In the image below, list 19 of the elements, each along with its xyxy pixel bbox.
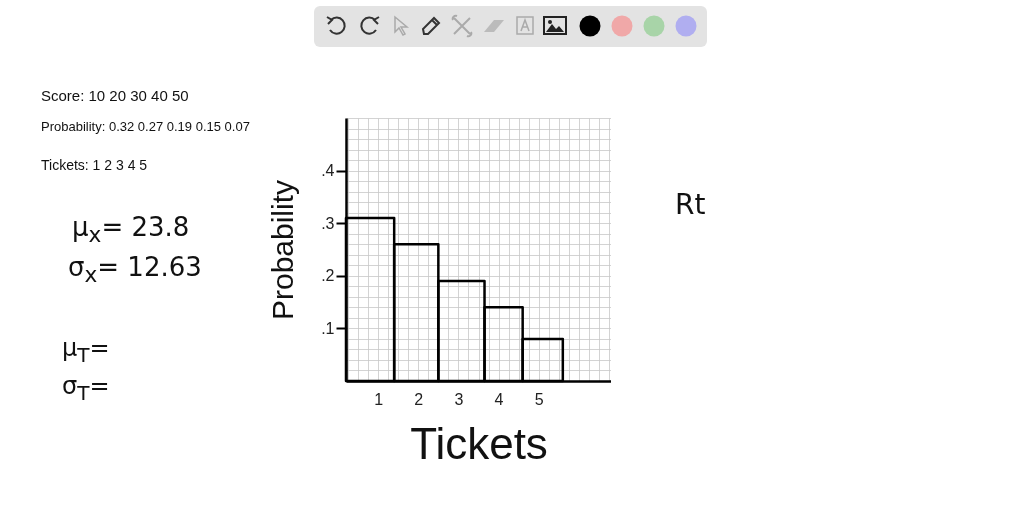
x-tick-label: 4 <box>494 390 504 408</box>
text: σ$_{x}$= 12.63 <box>68 252 202 288</box>
text: Rt <box>675 188 706 221</box>
text: μ$_{T}$= <box>62 334 110 367</box>
y-tick-label: .4 <box>321 162 335 180</box>
text: μ$_{x}$= 23.8 <box>72 212 190 248</box>
y-tick-label: .1 <box>321 319 335 337</box>
y-axis-title: Probability <box>266 179 300 321</box>
x-tick-label: 5 <box>534 390 544 408</box>
text: Tickets: 1 2 3 4 5 <box>41 157 148 173</box>
text: σ$_{T}$= <box>62 372 110 405</box>
text: Score: 10 20 30 40 50 <box>41 87 189 104</box>
x-tick-label: 3 <box>454 390 464 408</box>
x-tick-label: 1 <box>374 390 384 408</box>
text: Probability: 0.32 0.27 0.19 0.15 0.07 <box>41 119 250 134</box>
y-tick-label: .3 <box>321 214 335 232</box>
x-axis-title: Tickets <box>410 418 548 468</box>
x-tick-label: 2 <box>414 390 424 408</box>
y-tick-label: .2 <box>321 267 335 285</box>
